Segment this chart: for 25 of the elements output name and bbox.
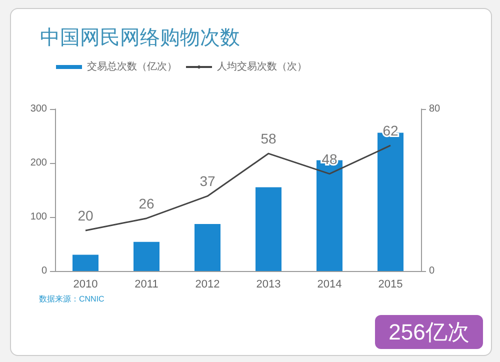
y2-tick-label: 80 (429, 104, 441, 114)
source-note: 数据来源：CNNIC (39, 294, 105, 304)
x-tick-label: 2015 (378, 278, 403, 290)
bar (256, 187, 282, 271)
y-tick-label: 200 (30, 158, 48, 168)
data-label: 37 (200, 173, 216, 190)
x-tick-label: 2010 (73, 278, 98, 290)
data-label: 58 (260, 130, 276, 147)
x-tick-label: 2013 (256, 278, 281, 290)
chart-title: 中国网民网络购物次数 (40, 27, 240, 49)
data-label: 26 (138, 195, 154, 212)
bar (72, 254, 98, 271)
x-tick-label: 2012 (195, 278, 220, 290)
y-tick-label: 300 (30, 104, 48, 114)
y-tick-label: 0 (41, 266, 48, 276)
bar (134, 242, 160, 271)
data-label: 20 (78, 208, 94, 224)
legend-label: 人均交易次数（次） (217, 60, 307, 72)
text: 256亿次 (388, 320, 470, 344)
bar (194, 224, 220, 271)
x-tick-label: 2014 (317, 278, 342, 290)
legend-label: 交易总次数（亿次） (87, 60, 177, 72)
y2-tick-label: 0 (429, 266, 435, 276)
x-tick-label: 2011 (134, 278, 158, 290)
y-tick-label: 100 (30, 212, 48, 222)
